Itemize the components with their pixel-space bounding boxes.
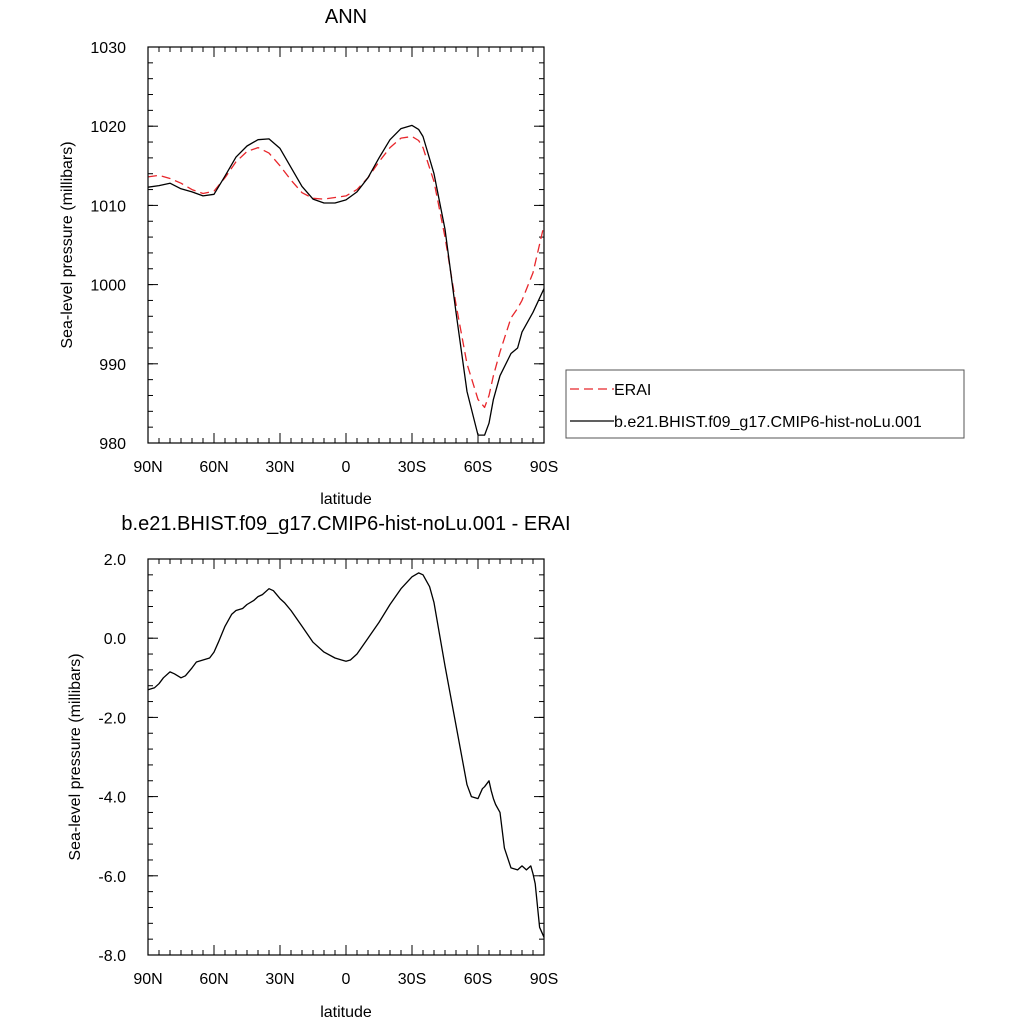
y-tick-label: -8.0 [98,948,126,965]
x-axis-label: latitude [320,1004,372,1021]
plot-frame [147,46,545,444]
x-tick-label: 90N [133,459,162,476]
x-tick-label: 60S [464,971,492,988]
series-line-1 [147,124,545,436]
y-axis-label: Sea-level pressure (millibars) [59,141,76,348]
chart-title: ANN [325,6,367,28]
series-line-0 [147,135,545,409]
y-tick-label: -4.0 [98,790,126,807]
x-tick-label: 90S [530,971,558,988]
x-axis-label: latitude [320,491,372,508]
y-tick-label: 0.0 [104,631,126,648]
legend-box [565,369,965,439]
x-tick-label: 30N [265,971,294,988]
legend-label-0: ERAI [614,382,651,399]
series-line-0 [147,572,545,938]
y-tick-label: 1010 [90,198,126,215]
legend-label-1: b.e21.BHIST.f09_g17.CMIP6-hist-noLu.001 [614,414,922,431]
x-tick-label: 90S [530,459,558,476]
y-tick-label: 1000 [90,278,126,295]
x-tick-label: 30N [265,459,294,476]
plot-frame [147,558,545,956]
x-tick-label: 30S [398,971,426,988]
x-tick-label: 60N [199,971,228,988]
y-tick-label: 2.0 [104,552,126,569]
x-tick-label: 30S [398,459,426,476]
x-tick-label: 60N [199,459,228,476]
x-tick-label: 0 [342,459,351,476]
x-tick-label: 90N [133,971,162,988]
y-tick-label: 1020 [90,119,126,136]
panel-ann: ANN Sea-level pressure (millibars) latitud… [59,6,965,508]
y-tick-label: 990 [99,357,126,374]
y-tick-label: -2.0 [98,710,126,727]
y-tick-label: 1030 [90,40,126,57]
chart-title: b.e21.BHIST.f09_g17.CMIP6-hist-noLu.001 … [121,513,570,535]
x-tick-label: 0 [342,971,351,988]
x-tick-label: 60S [464,459,492,476]
y-tick-label: -6.0 [98,869,126,886]
y-axis-label: Sea-level pressure (millibars) [67,653,84,860]
panel-difference: b.e21.BHIST.f09_g17.CMIP6-hist-noLu.001 … [67,513,571,1021]
y-tick-label: 980 [99,436,126,453]
